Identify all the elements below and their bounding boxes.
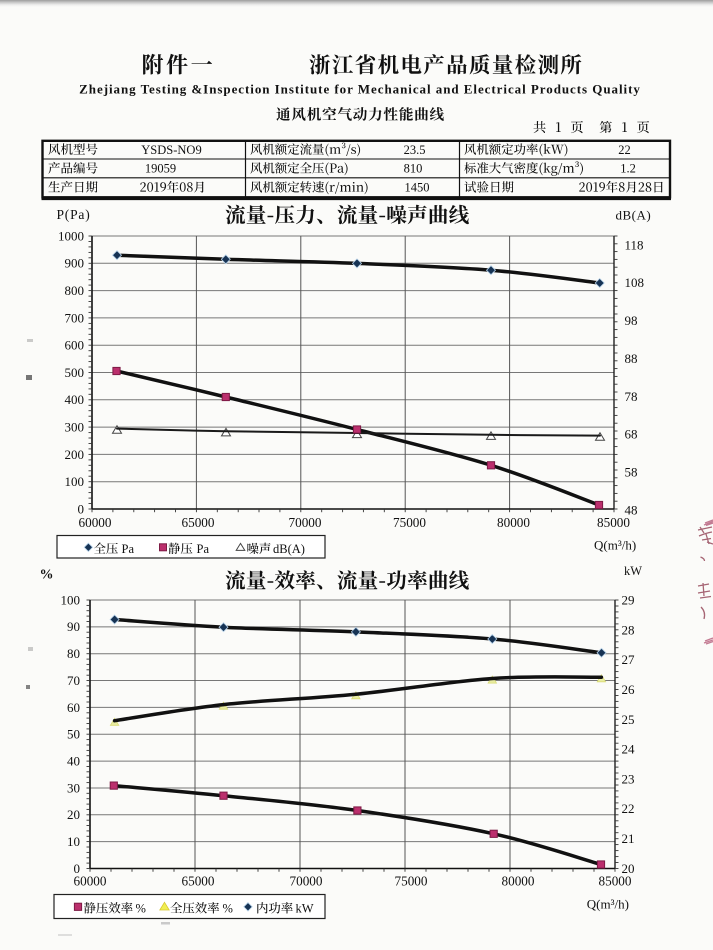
svg-text:800: 800 bbox=[65, 283, 85, 298]
svg-text:24: 24 bbox=[622, 742, 636, 757]
svg-text:810: 810 bbox=[404, 162, 423, 176]
svg-text:kW: kW bbox=[296, 902, 314, 916]
svg-text:50: 50 bbox=[67, 727, 80, 742]
svg-text:dB(A): dB(A) bbox=[616, 208, 652, 223]
svg-text:700: 700 bbox=[65, 310, 85, 325]
svg-text:100: 100 bbox=[65, 474, 85, 489]
svg-text:kW: kW bbox=[624, 564, 642, 578]
svg-text:58: 58 bbox=[625, 465, 638, 480]
svg-text:300: 300 bbox=[65, 420, 85, 435]
svg-text:500: 500 bbox=[65, 365, 85, 380]
svg-text:65000: 65000 bbox=[182, 874, 215, 889]
svg-text:118: 118 bbox=[625, 237, 644, 252]
svg-text:30: 30 bbox=[67, 780, 80, 795]
svg-text:78: 78 bbox=[625, 389, 638, 404]
svg-text:1450: 1450 bbox=[405, 181, 430, 195]
svg-text:88: 88 bbox=[625, 351, 638, 366]
svg-text:70000: 70000 bbox=[290, 874, 323, 889]
svg-text:21: 21 bbox=[622, 831, 635, 846]
svg-text:19059: 19059 bbox=[145, 162, 176, 176]
svg-text:22: 22 bbox=[618, 143, 631, 157]
svg-text:90: 90 bbox=[67, 619, 80, 634]
svg-text:48: 48 bbox=[625, 502, 638, 517]
svg-text:27: 27 bbox=[622, 652, 636, 667]
svg-text:98: 98 bbox=[625, 313, 638, 328]
svg-text:1.2: 1.2 bbox=[620, 162, 636, 176]
svg-text:23.5: 23.5 bbox=[404, 143, 426, 157]
svg-text:60: 60 bbox=[67, 700, 80, 715]
svg-text:70000: 70000 bbox=[289, 515, 322, 530]
svg-text:1000: 1000 bbox=[58, 228, 84, 243]
svg-text:65000: 65000 bbox=[182, 515, 215, 530]
svg-text:80000: 80000 bbox=[497, 515, 530, 530]
svg-text:600: 600 bbox=[65, 338, 85, 353]
svg-text:22: 22 bbox=[622, 801, 635, 816]
svg-text:200: 200 bbox=[65, 447, 85, 462]
svg-text:70: 70 bbox=[67, 673, 80, 688]
svg-text:20: 20 bbox=[67, 807, 80, 822]
svg-text:Q(m³/h): Q(m³/h) bbox=[594, 538, 636, 553]
svg-text:85000: 85000 bbox=[599, 874, 632, 889]
svg-text:40: 40 bbox=[67, 754, 80, 769]
svg-text:0: 0 bbox=[78, 501, 85, 516]
svg-text:108: 108 bbox=[625, 275, 645, 290]
svg-text:YSDS-NO9: YSDS-NO9 bbox=[141, 143, 201, 157]
svg-text:80000: 80000 bbox=[502, 874, 535, 889]
svg-text:P(Pa): P(Pa) bbox=[57, 207, 91, 222]
svg-text:20: 20 bbox=[622, 861, 635, 876]
svg-text:Zhejiang Testing &Inspection I: Zhejiang Testing &Inspection Institute f… bbox=[79, 82, 641, 97]
svg-text:Pa: Pa bbox=[122, 542, 135, 556]
svg-text:75000: 75000 bbox=[395, 874, 428, 889]
svg-text:60000: 60000 bbox=[79, 515, 112, 530]
svg-text:Q(m³/h): Q(m³/h) bbox=[587, 897, 629, 912]
svg-text:10: 10 bbox=[67, 834, 80, 849]
svg-text:28: 28 bbox=[622, 622, 635, 637]
svg-text:80: 80 bbox=[67, 646, 80, 661]
svg-text:%: % bbox=[223, 902, 233, 916]
svg-text:dB(A): dB(A) bbox=[273, 542, 305, 556]
svg-text:23: 23 bbox=[622, 771, 635, 786]
svg-text:85000: 85000 bbox=[597, 515, 630, 530]
svg-text:%: % bbox=[136, 902, 146, 916]
svg-text:400: 400 bbox=[65, 392, 85, 407]
svg-text:%: % bbox=[40, 568, 54, 583]
svg-text:75000: 75000 bbox=[393, 515, 426, 530]
svg-text:Pa: Pa bbox=[197, 542, 210, 556]
svg-text:26: 26 bbox=[622, 682, 636, 697]
svg-text:60000: 60000 bbox=[74, 874, 107, 889]
svg-text:0: 0 bbox=[74, 861, 81, 876]
svg-text:29: 29 bbox=[622, 592, 635, 607]
svg-text:68: 68 bbox=[625, 427, 638, 442]
svg-text:900: 900 bbox=[65, 256, 85, 271]
svg-text:100: 100 bbox=[61, 592, 81, 607]
svg-text:25: 25 bbox=[622, 712, 635, 727]
